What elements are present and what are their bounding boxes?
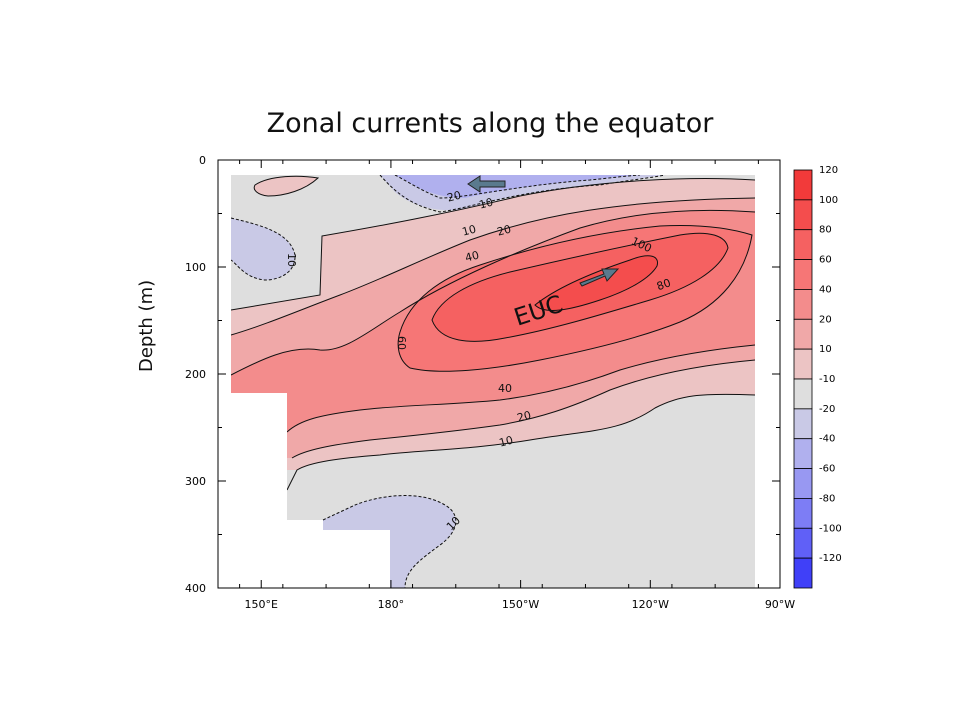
x-tick-label: 90°W	[765, 598, 795, 611]
colorbar-label: 80	[819, 225, 832, 236]
top-gap	[218, 160, 780, 175]
fill-negative-nw	[254, 176, 318, 196]
colorbar-label: 60	[819, 255, 832, 266]
contour-fills	[231, 175, 755, 588]
colorbar-swatch	[793, 199, 813, 231]
colorbar-swatch	[793, 378, 813, 410]
colorbar-label: -100	[819, 523, 842, 534]
contour-label: 20	[446, 189, 463, 205]
contour-label: 40	[498, 382, 512, 395]
contour-label: 10	[478, 196, 495, 212]
contour-label: 60	[395, 336, 408, 350]
x-tick-label: 150°E	[245, 598, 278, 611]
colorbar-swatch	[793, 229, 813, 260]
colorbar-label: 120	[819, 165, 838, 176]
colorbar-swatch	[793, 408, 813, 440]
right-gap	[755, 175, 780, 588]
westward-arrow	[467, 175, 506, 193]
x-tick-label: 120°W	[632, 598, 669, 611]
y-tick-label: 0	[199, 154, 206, 167]
contour-label: 10	[498, 434, 515, 450]
colorbar-swatch	[793, 527, 813, 559]
contour-label: 20	[496, 223, 513, 239]
colorbar-label: -20	[819, 404, 835, 415]
contour-label: 20	[516, 409, 533, 425]
contour-label: 40	[464, 249, 481, 265]
colorbar-swatch	[793, 557, 813, 589]
colorbar: 120 100 80 60 40 20 10 -10 -20 -40 -60 -80 -100 -120	[793, 165, 842, 589]
y-tick-label: 100	[185, 261, 206, 274]
colorbar-label: 100	[819, 195, 838, 206]
fill-negative-west	[231, 218, 296, 280]
left-gap	[218, 175, 231, 393]
y-tick-label: 400	[185, 582, 206, 595]
contour-lines	[230, 175, 756, 491]
dashed-contour-lines	[230, 174, 666, 589]
y-tick-label: 300	[185, 475, 206, 488]
colorbar-label: -60	[819, 464, 835, 475]
colorbar-swatch	[793, 348, 813, 380]
colorbar-swatch	[793, 468, 813, 499]
contour-label: 10	[461, 223, 478, 239]
colorbar-label: 40	[819, 284, 832, 295]
colorbar-label: -120	[819, 553, 842, 564]
colorbar-label: 10	[819, 344, 832, 355]
x-tick-label: 150°W	[502, 598, 539, 611]
colorbar-swatch	[793, 318, 813, 350]
land-mask	[218, 393, 390, 588]
fill-negative-deep	[323, 495, 456, 588]
colorbar-swatch	[793, 498, 813, 529]
x-tick-label: 180°	[378, 598, 405, 611]
colorbar-swatch	[793, 259, 813, 290]
colorbar-label: 20	[819, 314, 832, 325]
colorbar-label: -80	[819, 493, 835, 504]
chart-title: Zonal currents along the equator	[266, 108, 714, 139]
colorbar-swatch	[793, 169, 813, 201]
colorbar-swatch	[793, 438, 813, 469]
y-axis: 0 100 200 300 400	[185, 154, 780, 595]
colorbar-label: -40	[819, 434, 835, 445]
colorbar-label: -10	[819, 374, 835, 385]
x-axis: 150°E 180° 150°W 120°W 90°W	[239, 160, 795, 611]
contour-label: 80	[655, 276, 673, 293]
contour-label: 10	[285, 253, 298, 267]
fill-pos-100	[535, 255, 658, 311]
y-tick-label: 200	[185, 368, 206, 381]
colorbar-swatch	[793, 289, 813, 320]
euc-arrow	[579, 268, 620, 287]
